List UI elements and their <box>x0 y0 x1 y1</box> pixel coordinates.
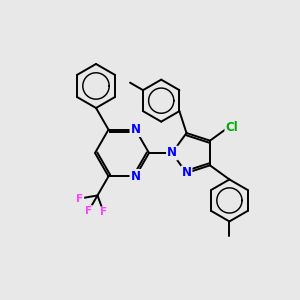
Text: F: F <box>76 194 83 204</box>
Text: N: N <box>182 167 191 179</box>
Text: N: N <box>130 123 140 136</box>
Text: F: F <box>100 207 107 217</box>
Text: F: F <box>85 206 92 216</box>
Text: N: N <box>167 146 177 160</box>
Text: Cl: Cl <box>225 121 238 134</box>
Text: N: N <box>130 170 140 183</box>
